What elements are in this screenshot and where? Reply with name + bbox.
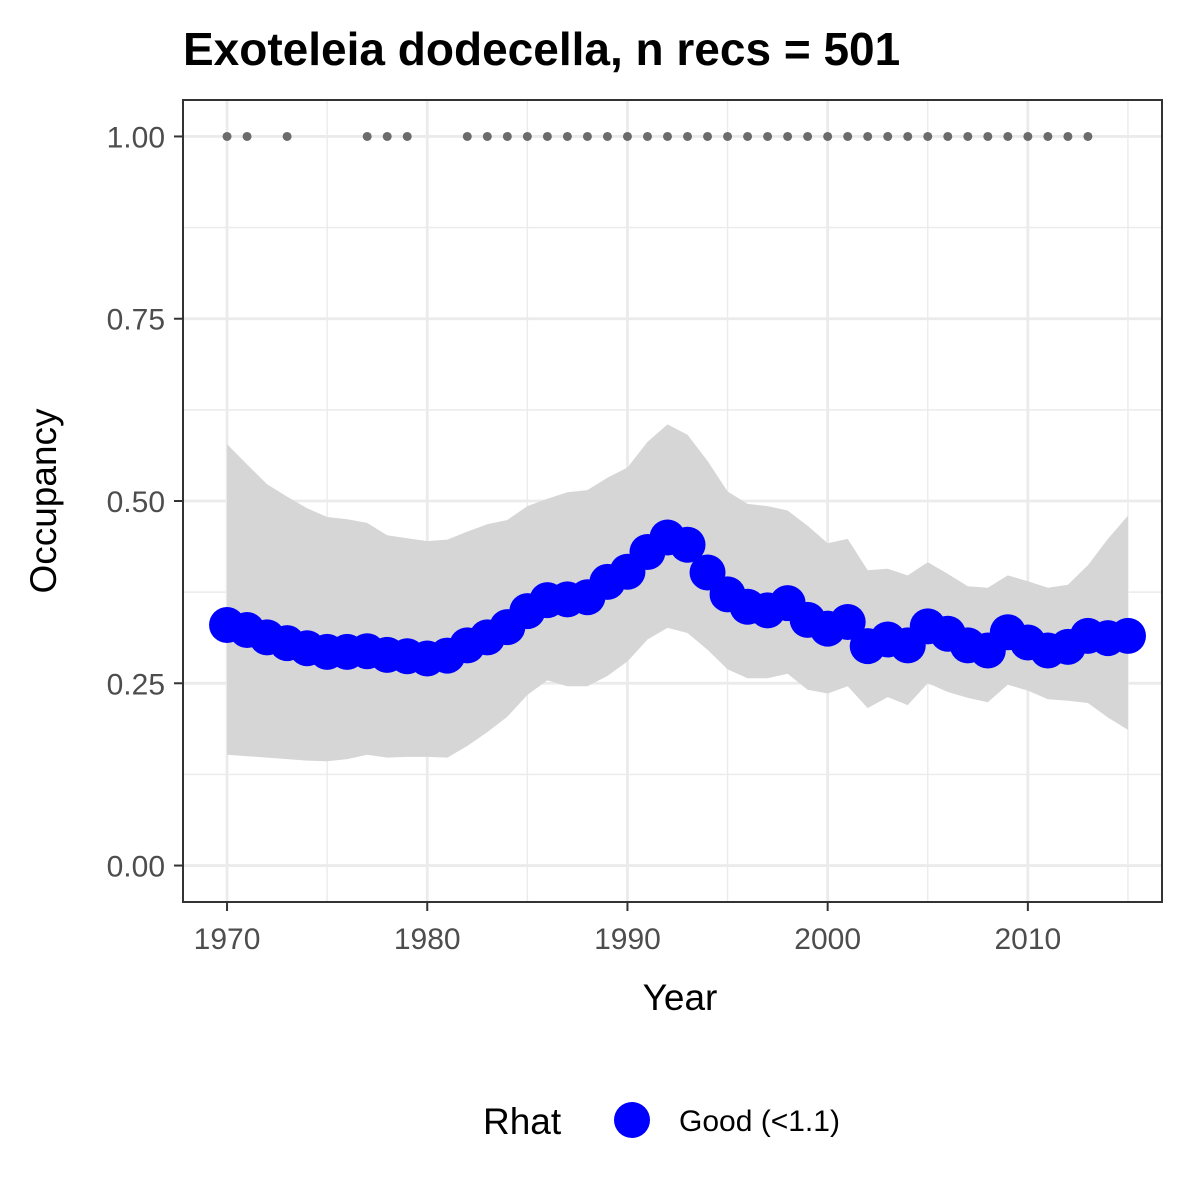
- record-point: [402, 131, 412, 141]
- record-point: [222, 131, 232, 141]
- record-point: [703, 131, 713, 141]
- legend-title: Rhat: [483, 1101, 562, 1142]
- record-point: [522, 131, 532, 141]
- x-tick-label: 2000: [794, 923, 861, 956]
- legend-label-good: Good (<1.1): [679, 1105, 840, 1138]
- series-points: [209, 519, 1146, 677]
- x-tick-label: 2010: [994, 923, 1061, 956]
- record-point: [843, 131, 853, 141]
- record-point: [602, 131, 612, 141]
- record-point: [662, 131, 672, 141]
- record-point: [903, 131, 913, 141]
- record-point: [823, 131, 833, 141]
- y-axis-title: Occupancy: [23, 408, 64, 594]
- record-point: [683, 131, 693, 141]
- record-point: [803, 131, 813, 141]
- data-point: [1109, 617, 1146, 654]
- record-point: [943, 131, 953, 141]
- record-point: [502, 131, 512, 141]
- record-point: [743, 131, 753, 141]
- x-tick-label: 1990: [594, 923, 661, 956]
- record-point: [582, 131, 592, 141]
- y-tick-label: 0.00: [107, 851, 165, 884]
- record-point: [1083, 131, 1093, 141]
- data-point: [669, 526, 706, 563]
- credible-interval-ribbon: [227, 424, 1128, 762]
- x-axis: 1970 1980 1990 2000 2010: [194, 902, 1061, 956]
- record-point: [242, 131, 252, 141]
- record-point: [763, 131, 773, 141]
- x-tick-label: 1970: [194, 923, 261, 956]
- record-point: [562, 131, 572, 141]
- record-point: [963, 131, 973, 141]
- x-tick-label: 1980: [394, 923, 461, 956]
- record-point: [723, 131, 733, 141]
- record-point: [542, 131, 552, 141]
- y-tick-label: 0.25: [107, 668, 165, 701]
- record-point: [883, 131, 893, 141]
- chart-title: Exoteleia dodecella, n recs = 501: [183, 23, 900, 75]
- record-point: [482, 131, 492, 141]
- record-point: [1023, 131, 1033, 141]
- y-tick-label: 0.75: [107, 304, 165, 337]
- record-point: [382, 131, 392, 141]
- y-tick-label: 0.50: [107, 486, 165, 519]
- record-point: [1003, 131, 1013, 141]
- record-point: [863, 131, 873, 141]
- record-point: [783, 131, 793, 141]
- x-axis-title: Year: [643, 977, 718, 1018]
- legend: Rhat Good (<1.1): [483, 1101, 840, 1142]
- record-point: [983, 131, 993, 141]
- record-point: [362, 131, 372, 141]
- record-point: [282, 131, 292, 141]
- data-point: [829, 604, 866, 641]
- record-point: [923, 131, 933, 141]
- legend-key-good: [614, 1102, 650, 1138]
- record-point: [622, 131, 632, 141]
- record-points: [222, 131, 1093, 141]
- record-point: [1043, 131, 1053, 141]
- record-point: [462, 131, 472, 141]
- record-point: [1063, 131, 1073, 141]
- record-point: [642, 131, 652, 141]
- y-tick-label: 1.00: [107, 121, 165, 154]
- y-axis: 0.00 0.25 0.50 0.75 1.00: [107, 121, 183, 884]
